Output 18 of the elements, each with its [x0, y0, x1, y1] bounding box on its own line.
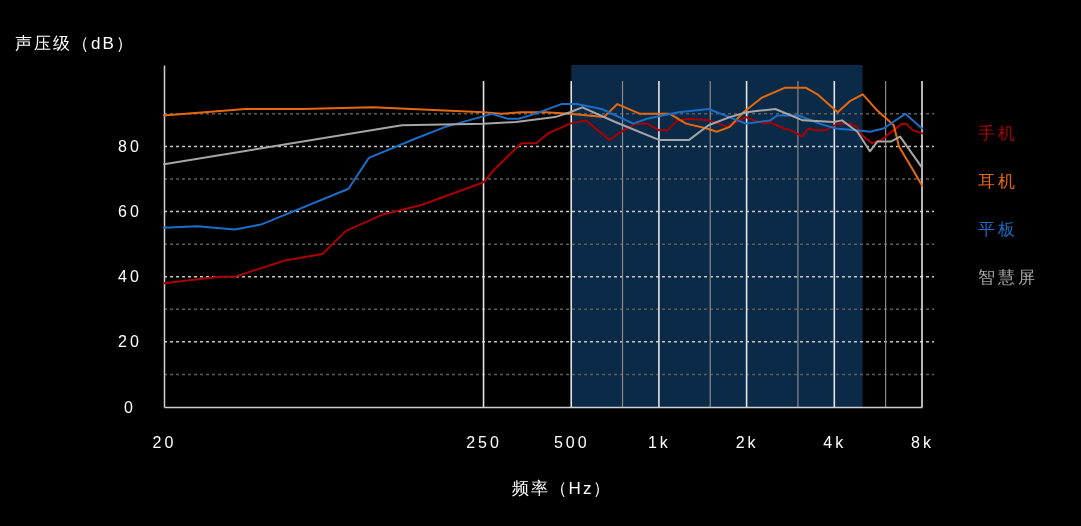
- text: 耳机: [978, 171, 1018, 191]
- text: 平板: [978, 219, 1018, 239]
- y-tick-label: 60: [118, 203, 142, 221]
- x-tick-label: 4k: [823, 434, 847, 452]
- y-tick-label: 40: [118, 268, 142, 286]
- text: 手机: [978, 123, 1018, 143]
- x-tick-label: 250: [466, 434, 502, 452]
- x-tick-label: 20: [152, 434, 177, 452]
- y-axis-title: 声压级（dB）: [15, 34, 135, 53]
- x-tick-label: 500: [553, 434, 590, 452]
- text: 智慧屏: [978, 267, 1038, 287]
- x-axis-title: 频率（Hz）: [511, 479, 613, 498]
- y-tick-label: 0: [124, 398, 136, 416]
- y-tick-label: 20: [118, 333, 142, 351]
- y-tick-label: 80: [118, 138, 142, 156]
- x-tick-label: 8k: [911, 434, 934, 452]
- x-tick-label: 2k: [735, 434, 759, 452]
- x-tick-label: 1k: [647, 434, 671, 452]
